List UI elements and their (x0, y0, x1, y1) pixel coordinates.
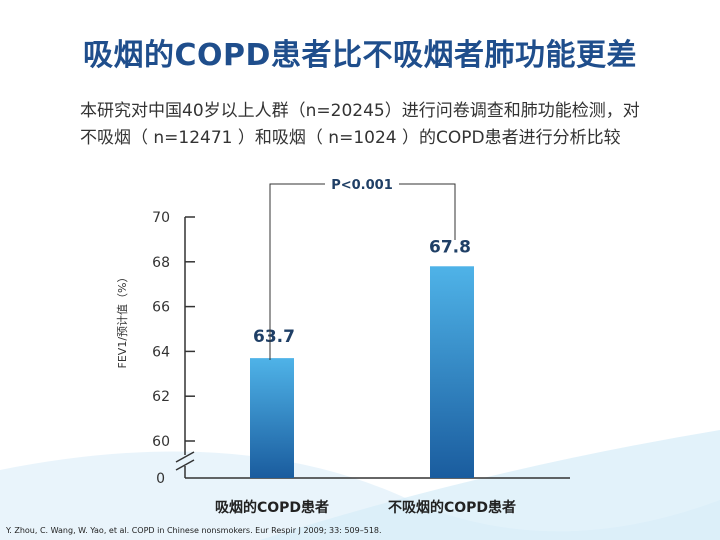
bar (430, 266, 474, 478)
slide-title: 吸烟的COPD患者比不吸烟者肺功能更差 (83, 38, 637, 73)
study-description: 本研究对中国40岁以上人群（n=20245）进行问卷调查和肺功能检测，对不吸烟（… (80, 101, 640, 148)
y-tick-label: 62 (152, 389, 170, 405)
y-axis-title: FEV1/预计值（%） (116, 272, 129, 369)
significance-bracket (269, 183, 456, 360)
bar-value-label: 67.8 (429, 237, 471, 257)
bar-value-label: 63.7 (253, 327, 295, 347)
bar (250, 358, 294, 478)
y-tick-label: 70 (152, 210, 170, 226)
p-value-background (325, 175, 399, 193)
x-category-label: 吸烟的COPD患者 (215, 499, 329, 516)
citation: Y. Zhou, C. Wang, W. Yao, et al. COPD in… (6, 526, 382, 535)
axis-break-mark (175, 459, 195, 471)
p-value-label: P<0.001 (331, 178, 393, 193)
y-tick-label: 66 (152, 300, 170, 316)
y-tick-label: 64 (152, 344, 170, 360)
y-tick-label: 0 (156, 471, 165, 487)
axis-break-mark (175, 451, 195, 463)
y-tick-label: 60 (152, 434, 170, 450)
x-category-label: 不吸烟的COPD患者 (388, 499, 516, 516)
y-tick-label: 68 (152, 255, 170, 271)
